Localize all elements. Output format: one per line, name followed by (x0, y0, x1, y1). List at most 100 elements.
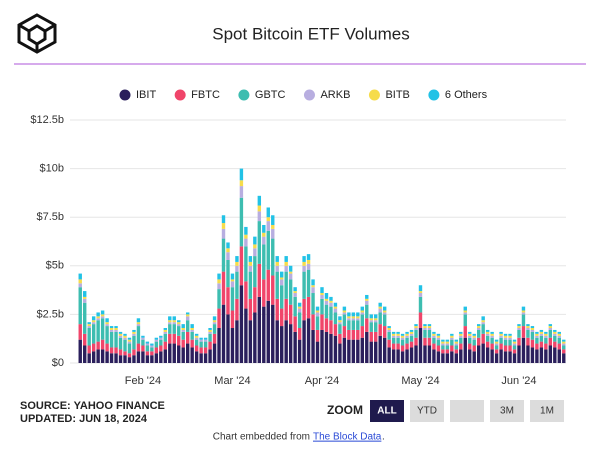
legend-swatch (238, 89, 250, 101)
bar-segment (463, 326, 467, 338)
bar-segment (159, 351, 163, 363)
bar-segment (257, 221, 262, 264)
button-label: ALL (377, 406, 396, 417)
button-bg (530, 400, 564, 422)
bar-segment (244, 281, 248, 309)
bar-segment (365, 318, 369, 332)
bar-segment (288, 279, 293, 305)
bar-segment (400, 337, 405, 340)
bar-segment (315, 312, 320, 317)
bar-segment (306, 254, 311, 260)
bar-segment (382, 310, 387, 313)
bar-segment (109, 328, 114, 330)
bar-segment (338, 343, 342, 363)
bar-segment (494, 339, 499, 342)
bar-segment (239, 197, 244, 247)
bar-segment (78, 339, 82, 363)
bar-segment (441, 339, 445, 342)
bar-segment (235, 265, 239, 272)
bar-segment (494, 341, 499, 344)
bar-segment (391, 335, 396, 338)
bar-segment (114, 328, 118, 330)
bar-segment (548, 345, 553, 363)
bar-segment (530, 347, 535, 363)
bar-segment (118, 335, 123, 338)
embed-text: Chart embedded from (213, 432, 310, 443)
bar-segment (280, 279, 284, 286)
bar-segment (329, 333, 333, 363)
bar-segment (87, 326, 91, 329)
bar-segment (351, 316, 356, 319)
bar-segment (490, 333, 494, 336)
bar-segment (248, 265, 253, 272)
bar-segment (360, 310, 364, 313)
bar-segment (548, 328, 553, 330)
bar-segment (109, 331, 114, 348)
zoom-1m[interactable]: 1M (530, 400, 564, 422)
bar-segment (476, 337, 481, 346)
bar-segment (409, 333, 414, 336)
bar-segment (423, 337, 427, 346)
bar-segment (105, 318, 109, 323)
bar-segment (275, 261, 279, 266)
bar-segment (324, 293, 329, 299)
bar-segment (190, 328, 194, 330)
bar-segment (91, 316, 96, 321)
bar-segment (288, 324, 293, 363)
bar-segment (91, 324, 96, 344)
bar-segment (185, 316, 190, 321)
bar-segment (168, 324, 172, 334)
embed-link[interactable]: The Block Data (313, 432, 382, 443)
plot: $0 $2.5b $5b $7.5b $10b $12.5b Feb '24 Mar '24 A… (30, 114, 566, 387)
bar-segment (145, 355, 150, 363)
bar-segment (315, 329, 320, 342)
bar-segment (280, 308, 284, 327)
bar-segment (109, 326, 114, 329)
bar-segment (374, 320, 378, 323)
bar-segment (199, 341, 203, 348)
bar-segment (257, 195, 262, 206)
zoom-all[interactable]: ALL (370, 400, 404, 422)
bar-segment (530, 339, 535, 348)
zoom-blank[interactable] (450, 400, 484, 422)
bar-segment (544, 331, 548, 334)
bar-segment (499, 331, 503, 334)
bar-segment (136, 322, 141, 325)
bar-segment (302, 271, 306, 299)
bar-segment (302, 261, 306, 266)
bar-segment (432, 335, 436, 338)
zoom-3m[interactable]: 3M (490, 400, 524, 422)
bar-segment (378, 312, 382, 325)
bar-segment (83, 298, 87, 303)
bar-segment (190, 339, 194, 348)
bar-segment (118, 337, 123, 350)
bar-segment (360, 314, 364, 327)
bar-segment (248, 261, 253, 266)
bar-segment (436, 335, 441, 338)
bar-segment (450, 337, 454, 340)
bar-segment (338, 324, 342, 334)
bar-segment (329, 320, 333, 334)
legend-swatch (119, 89, 131, 101)
bar-segment (87, 353, 91, 363)
bar-segment (382, 326, 387, 338)
bar-segment (203, 339, 208, 342)
bar-segment (288, 271, 293, 274)
bar-segment (311, 285, 315, 288)
bar-segment (544, 343, 548, 350)
zoom-ytd[interactable]: YTD (410, 400, 444, 422)
x-tick-label: Mar '24 (214, 375, 250, 387)
bar-segment (521, 310, 526, 313)
bar-segment (427, 337, 432, 346)
bar-segment (185, 320, 190, 332)
bar-segment (450, 335, 454, 338)
bar-segment (427, 326, 432, 329)
bar-segment (409, 329, 414, 332)
button-label: 1M (540, 406, 554, 417)
bar-segment (203, 353, 208, 363)
bar-segment (150, 343, 154, 346)
bar-segment (378, 308, 382, 313)
bar-segment (445, 343, 450, 346)
bar-segment (127, 353, 132, 358)
bar-segment (356, 329, 360, 340)
